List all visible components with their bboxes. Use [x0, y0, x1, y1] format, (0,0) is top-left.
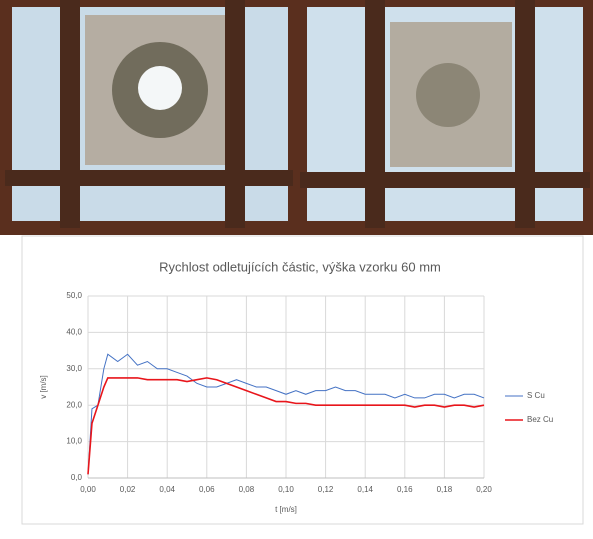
y-tick-label: 20,0: [66, 400, 82, 409]
x-tick-label: 0,12: [318, 485, 334, 494]
series-line: [87, 353, 485, 475]
x-tick-label: 0,04: [159, 485, 175, 494]
x-tick-label: 0,00: [80, 485, 96, 494]
y-tick-label: 40,0: [66, 328, 82, 337]
x-tick-label: 0,06: [199, 485, 215, 494]
y-axis-label: v [m/s]: [39, 375, 48, 399]
x-tick-label: 0,02: [120, 485, 136, 494]
x-tick-label: 0,18: [437, 485, 453, 494]
y-tick-label: 0,0: [71, 473, 83, 482]
chart-title: Rychlost odletujících částic, výška vzor…: [159, 259, 441, 274]
legend-label: Bez Cu: [527, 415, 553, 424]
x-axis-label: t [m/s]: [275, 505, 297, 514]
photo-right: [293, 0, 593, 235]
x-tick-label: 0,14: [357, 485, 373, 494]
legend-label: S Cu: [527, 391, 545, 400]
x-tick-label: 0,08: [239, 485, 255, 494]
photo-left: [0, 0, 302, 235]
y-tick-label: 50,0: [66, 291, 82, 300]
y-tick-label: 10,0: [66, 437, 82, 446]
y-tick-label: 30,0: [66, 364, 82, 373]
chart-frame: [21, 235, 584, 525]
x-tick-label: 0,20: [476, 485, 492, 494]
series-line: [87, 377, 485, 475]
x-tick-label: 0,10: [278, 485, 294, 494]
x-tick-label: 0,16: [397, 485, 413, 494]
